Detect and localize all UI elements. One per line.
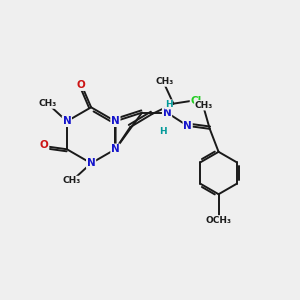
Text: CH₃: CH₃ <box>39 99 57 108</box>
Text: CH₃: CH₃ <box>195 101 213 110</box>
Text: N: N <box>183 121 192 131</box>
Text: O: O <box>40 140 49 150</box>
Text: O: O <box>76 80 85 90</box>
Text: N: N <box>163 108 171 118</box>
Text: N: N <box>111 116 120 126</box>
Text: CH₃: CH₃ <box>63 176 81 185</box>
Text: N: N <box>111 144 120 154</box>
Text: N: N <box>87 158 95 168</box>
Text: H: H <box>165 100 172 109</box>
Text: CH₃: CH₃ <box>155 77 174 86</box>
Text: Cl: Cl <box>190 96 202 106</box>
Text: N: N <box>62 116 71 126</box>
Text: H: H <box>159 127 166 136</box>
Text: OCH₃: OCH₃ <box>206 216 232 225</box>
